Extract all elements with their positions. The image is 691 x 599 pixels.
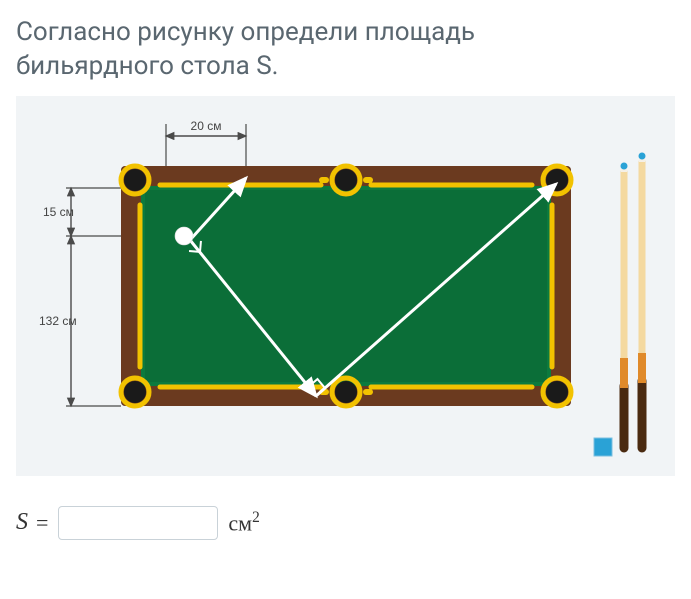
diagram-canvas: 20 см 15 см 132 см xyxy=(16,96,675,476)
dim-top-label: 20 см xyxy=(191,119,222,133)
dim-left-bottom-label: 132 см xyxy=(39,314,77,328)
dim-left-top-label: 15 см xyxy=(43,205,74,219)
unit-base: см xyxy=(228,510,252,535)
color-picker-swatch[interactable] xyxy=(594,438,612,456)
question-prompt: Согласно рисунку определи площадь бильяр… xyxy=(16,16,675,84)
billiard-diagram-svg: 20 см 15 см 132 см xyxy=(26,106,685,466)
prompt-line-1: Согласно рисунку определи площадь xyxy=(16,17,475,47)
answer-unit: см2 xyxy=(228,509,259,536)
prompt-line-2: бильярдного стола S. xyxy=(16,51,279,81)
answer-variable: S xyxy=(16,509,28,536)
area-input[interactable] xyxy=(58,506,218,540)
equals-sign: = xyxy=(36,510,48,536)
unit-exp: 2 xyxy=(252,509,260,526)
answer-row: S = см2 xyxy=(16,506,675,540)
